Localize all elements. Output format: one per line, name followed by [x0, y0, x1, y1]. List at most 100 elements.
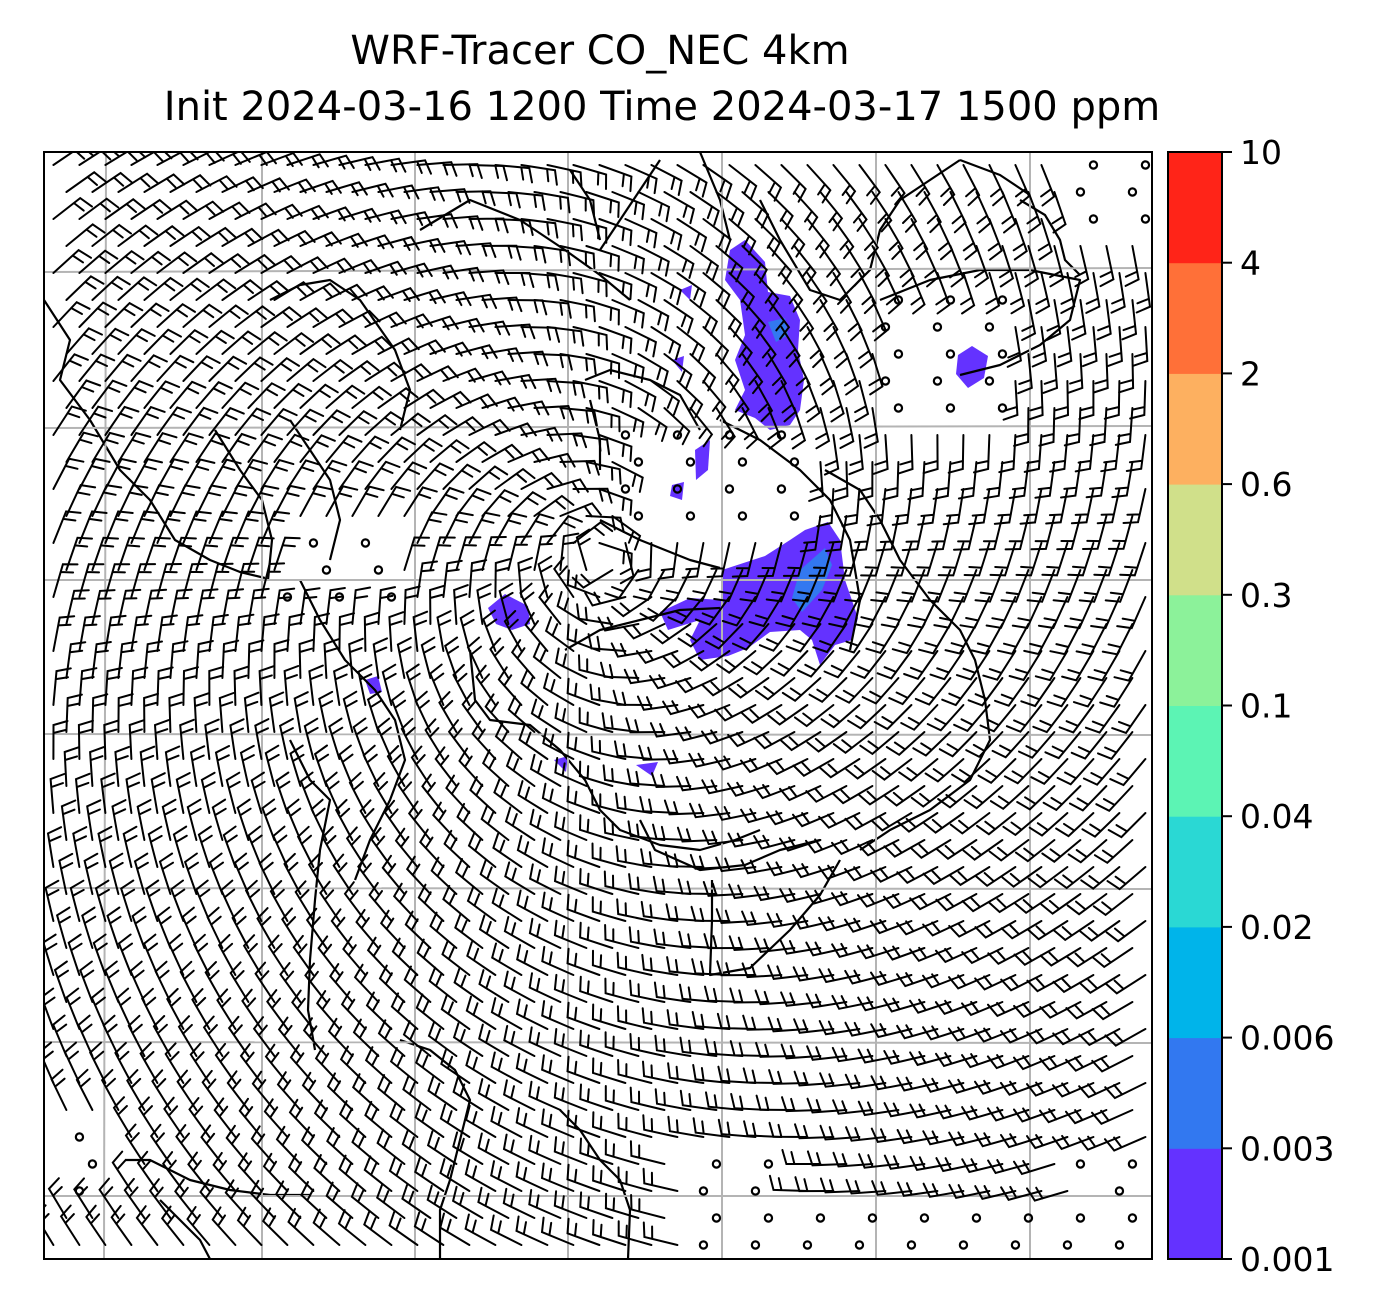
wind-barb: [467, 831, 497, 868]
wind-barb: [703, 933, 744, 950]
wind-barb: [845, 245, 866, 287]
wind-barb: [208, 614, 229, 652]
wind-barb: [754, 380, 774, 422]
wind-barb: [793, 704, 835, 728]
chart-title-line-2: Init 2024-03-16 1200 Time 2024-03-17 150…: [163, 84, 1161, 130]
wind-barb: [225, 1124, 250, 1165]
wind-barb: [195, 226, 238, 247]
wind-barb: [91, 171, 133, 193]
wind-barb: [327, 1017, 354, 1057]
wind-barb: [896, 972, 939, 988]
wind-barb: [81, 906, 97, 949]
wind-barb: [732, 623, 770, 651]
wind-barb: [819, 245, 842, 287]
calm-marker: [776, 430, 787, 440]
wind-barb: [388, 611, 405, 652]
wind-barb: [214, 745, 230, 787]
wind-barb: [858, 272, 877, 315]
wind-barb: [1051, 1134, 1095, 1151]
wind-barb: [1093, 542, 1121, 577]
wind-barb: [150, 772, 166, 814]
wind-barb: [554, 647, 588, 679]
wind-barb: [91, 431, 125, 463]
wind-barb: [806, 1097, 848, 1114]
wind-barb: [1109, 758, 1147, 787]
wind-barb: [351, 485, 385, 517]
wind-barb: [392, 882, 419, 922]
calm-marker: [971, 1213, 982, 1223]
wind-barb: [477, 1078, 510, 1111]
wind-barb: [312, 409, 351, 436]
wind-barb: [263, 1098, 289, 1138]
wind-barb: [663, 299, 694, 334]
wind-barb: [376, 717, 393, 760]
wind-barb: [63, 746, 80, 787]
wind-barb: [130, 198, 172, 220]
wind-barb: [754, 326, 777, 367]
wind-barb: [844, 866, 887, 882]
wind-barb: [299, 333, 341, 355]
wind-barb: [870, 866, 913, 883]
wind-barb: [909, 839, 952, 859]
wind-barb: [947, 1026, 991, 1042]
wind-barb: [834, 542, 861, 577]
wind-barb: [452, 1131, 484, 1165]
wind-barb: [348, 637, 364, 679]
wind-barb: [291, 989, 315, 1030]
wind-barb: [441, 939, 471, 976]
wind-barb: [491, 942, 523, 976]
wind-barb: [936, 839, 978, 860]
wind-barb: [1091, 1001, 1134, 1021]
wind-barb: [579, 1029, 614, 1057]
wind-barb: [1104, 1028, 1147, 1047]
wind-barb: [742, 1014, 783, 1031]
plume-west-patch: [488, 594, 530, 630]
wind-barb: [1111, 704, 1147, 735]
wind-barb: [758, 623, 796, 652]
wind-barb: [216, 988, 237, 1030]
wind-barb: [156, 199, 198, 220]
wind-barb: [533, 299, 572, 319]
calm-marker: [958, 1240, 969, 1250]
wind-barb: [652, 875, 692, 895]
wind-barb: [702, 829, 744, 846]
wind-barb: [494, 512, 528, 544]
wind-barb: [579, 1083, 614, 1111]
wind-barb: [528, 1189, 562, 1219]
wind-barb: [692, 1117, 731, 1138]
wind-barb: [553, 1028, 588, 1057]
wind-barb: [829, 380, 845, 423]
map-panel: [44, 152, 1152, 1259]
wind-barb: [572, 218, 608, 244]
wind-barb: [182, 252, 224, 274]
wind-barb: [924, 758, 965, 783]
wind-barb: [716, 960, 757, 977]
wind-barb: [299, 484, 332, 517]
wind-barb: [815, 407, 831, 450]
wind-barb: [200, 1124, 224, 1165]
wind-barb: [805, 380, 821, 423]
wind-barb: [962, 839, 1004, 861]
calm-marker: [932, 322, 943, 332]
wind-barb: [439, 1103, 471, 1138]
wind-barb: [142, 933, 159, 976]
calm-marker: [945, 295, 956, 305]
wind-barb: [143, 276, 184, 301]
wind-barb: [1045, 488, 1069, 525]
wind-barb: [372, 772, 393, 814]
wind-barb: [494, 164, 533, 184]
wind-barb: [364, 361, 406, 382]
wind-barb: [1082, 326, 1098, 368]
wind-barb: [516, 889, 549, 922]
wind-barb: [948, 569, 978, 603]
wind-barb: [468, 465, 509, 490]
wind-barb: [310, 798, 328, 841]
wind-barb: [1034, 650, 1069, 682]
wind-barb: [628, 926, 666, 949]
wind-barb: [676, 218, 708, 253]
wind-barb: [337, 1209, 367, 1246]
wind-barb: [243, 691, 260, 733]
wind-barb: [873, 704, 913, 731]
wind-barb: [195, 278, 237, 301]
wind-barb: [503, 610, 523, 652]
